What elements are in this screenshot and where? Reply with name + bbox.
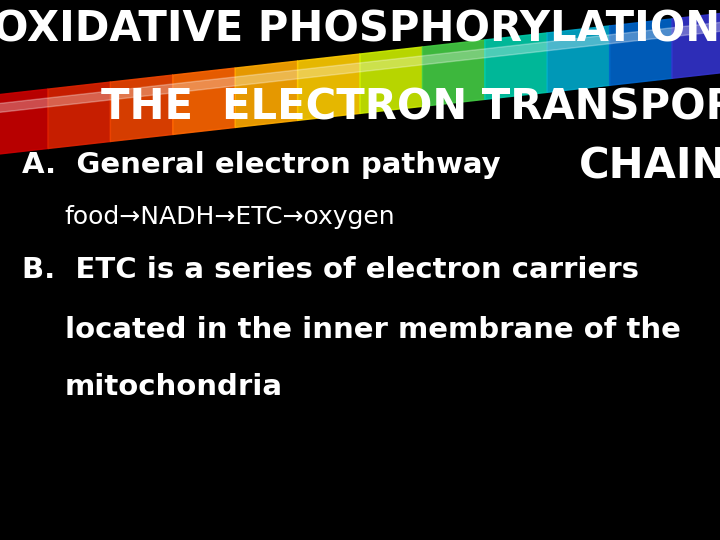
- Text: THE  ELECTRON TRANSPORT: THE ELECTRON TRANSPORT: [101, 86, 720, 129]
- Polygon shape: [0, 21, 720, 114]
- Text: OXIDATIVE PHOSPHORYLATION AND: OXIDATIVE PHOSPHORYLATION AND: [0, 8, 720, 50]
- Polygon shape: [48, 82, 110, 148]
- Polygon shape: [235, 61, 297, 127]
- Polygon shape: [360, 47, 423, 113]
- Polygon shape: [173, 68, 235, 134]
- Polygon shape: [610, 19, 672, 85]
- Text: food→NADH→ETC→oxygen: food→NADH→ETC→oxygen: [65, 205, 395, 229]
- Polygon shape: [547, 26, 610, 92]
- Polygon shape: [0, 89, 48, 156]
- Polygon shape: [297, 54, 360, 120]
- Text: located in the inner membrane of the: located in the inner membrane of the: [65, 316, 680, 344]
- Text: mitochondria: mitochondria: [65, 373, 283, 401]
- Polygon shape: [485, 33, 547, 99]
- Text: A.  General electron pathway: A. General electron pathway: [22, 151, 500, 179]
- Polygon shape: [423, 40, 485, 106]
- Text: CHAIN: CHAIN: [579, 146, 720, 188]
- Polygon shape: [110, 75, 173, 141]
- Polygon shape: [672, 12, 720, 78]
- Text: B.  ETC is a series of electron carriers: B. ETC is a series of electron carriers: [22, 256, 639, 285]
